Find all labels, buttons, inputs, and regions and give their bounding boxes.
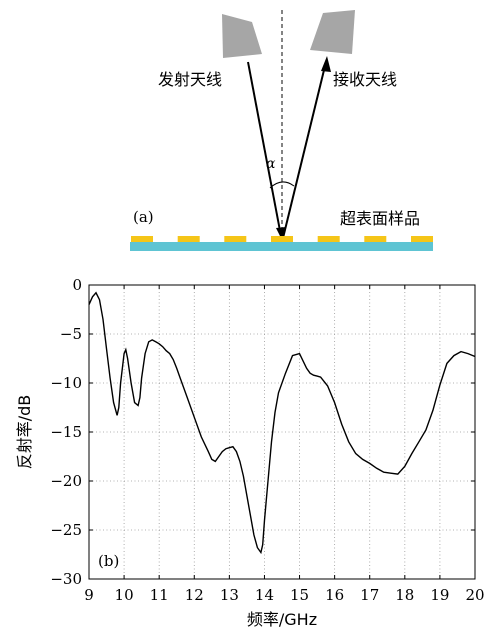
x-tick-label: 11 bbox=[150, 586, 169, 604]
panel-b-label: (b) bbox=[98, 552, 119, 570]
y-tick-label: −30 bbox=[50, 570, 82, 588]
chart-tick-labels: 9 10 11 12 13 14 15 16 17 18 19 20 0 −5 −10 −15 −20 −25 −3… bbox=[50, 276, 484, 604]
metasurface-patch bbox=[271, 236, 293, 242]
surface-label: 超表面样品 bbox=[340, 209, 420, 228]
metasurface-patch bbox=[317, 236, 340, 242]
chart-grid bbox=[88, 284, 476, 580]
receive-antenna-label: 接收天线 bbox=[333, 70, 397, 89]
y-tick-label: −5 bbox=[60, 325, 82, 343]
y-tick-label: −10 bbox=[50, 374, 82, 392]
x-tick-label: 12 bbox=[185, 586, 204, 604]
reflected-beam bbox=[282, 65, 326, 239]
measurement-diagram: α 发射天线 接收天线 (a) 超表面样品 bbox=[130, 10, 433, 251]
y-axis-label: 反射率/dB bbox=[15, 395, 34, 470]
x-axis-label: 频率/GHz bbox=[247, 610, 317, 629]
metasurface-patch bbox=[177, 236, 200, 242]
metasurface-patch bbox=[411, 236, 433, 242]
y-tick-label: −20 bbox=[50, 472, 82, 490]
y-tick-label: 0 bbox=[72, 276, 82, 294]
y-tick-label: −15 bbox=[50, 423, 82, 441]
y-tick-label: −25 bbox=[50, 521, 82, 539]
x-tick-label: 13 bbox=[220, 586, 239, 604]
x-tick-label: 9 bbox=[84, 586, 94, 604]
panel-a-label: (a) bbox=[133, 208, 154, 226]
angle-arc bbox=[269, 181, 295, 189]
metasurface-patches bbox=[131, 236, 433, 242]
x-tick-label: 15 bbox=[290, 586, 309, 604]
angle-label: α bbox=[266, 156, 276, 172]
x-tick-label: 16 bbox=[325, 586, 344, 604]
x-tick-label: 18 bbox=[395, 586, 414, 604]
reflected-beam-arrowhead bbox=[321, 56, 331, 72]
transmit-antenna-label: 发射天线 bbox=[158, 70, 222, 89]
metasurface-patch bbox=[131, 236, 153, 242]
substrate bbox=[130, 242, 433, 251]
x-tick-label: 14 bbox=[255, 586, 274, 604]
x-tick-label: 17 bbox=[360, 586, 379, 604]
metasurface-patch bbox=[224, 236, 247, 242]
receive-antenna-icon bbox=[310, 10, 355, 54]
reflectance-curve bbox=[88, 291, 476, 555]
incident-beam bbox=[247, 61, 282, 237]
metasurface-patch bbox=[364, 236, 387, 242]
x-tick-label: 10 bbox=[115, 586, 134, 604]
transmit-antenna-icon bbox=[222, 14, 262, 58]
chart-ticks bbox=[88, 284, 476, 580]
x-tick-label: 19 bbox=[430, 586, 449, 604]
reflectance-chart: 9 10 11 12 13 14 15 16 17 18 19 20 0 −5 −10 −15 −20 −25 −3… bbox=[15, 276, 485, 629]
x-tick-label: 20 bbox=[465, 586, 484, 604]
